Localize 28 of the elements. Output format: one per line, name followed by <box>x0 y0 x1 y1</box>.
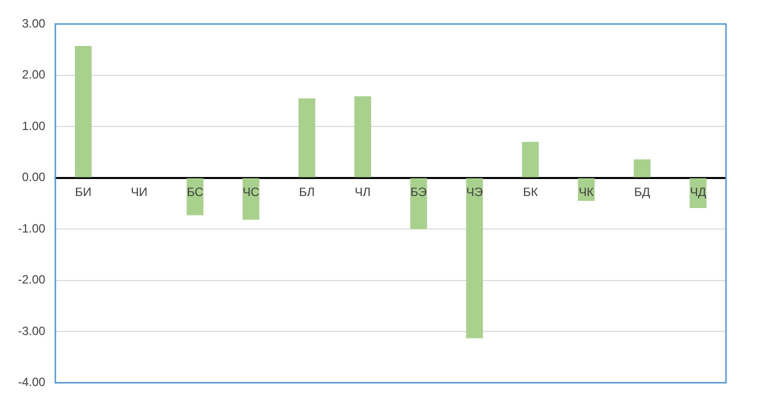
y-tick-label: -2.00 <box>18 272 46 287</box>
bar <box>74 46 92 178</box>
x-tick-label: ЧЛ <box>354 185 371 200</box>
x-tick-label: ЧД <box>690 185 706 200</box>
bar <box>410 178 428 230</box>
x-tick-label: БИ <box>75 185 92 200</box>
x-tick-label: БЭ <box>410 185 428 200</box>
y-tick-label: 0.00 <box>22 170 46 184</box>
x-tick-label: БЛ <box>298 185 315 200</box>
y-tick-label: 1.00 <box>22 118 46 133</box>
bar <box>634 159 651 178</box>
y-tick-label: 2.00 <box>22 68 46 82</box>
bar <box>354 96 372 178</box>
x-tick-label: ЧС <box>242 185 260 200</box>
x-tick-label: БД <box>634 185 650 200</box>
y-tick-label: -1.00 <box>18 221 46 236</box>
bar <box>242 178 260 220</box>
y-tick-label: 3.00 <box>22 16 46 30</box>
y-tick-label: -4.00 <box>18 375 46 390</box>
bar <box>522 142 539 178</box>
x-tick-label: ЧЭ <box>466 185 484 200</box>
x-tick-label: БК <box>522 185 538 200</box>
x-tick-label: ЧК <box>578 185 594 200</box>
x-tick-label: ЧИ <box>130 185 148 200</box>
bar <box>466 178 483 338</box>
bar <box>298 98 316 178</box>
y-tick-label: -3.00 <box>18 324 46 338</box>
x-tick-label: БС <box>186 185 204 200</box>
